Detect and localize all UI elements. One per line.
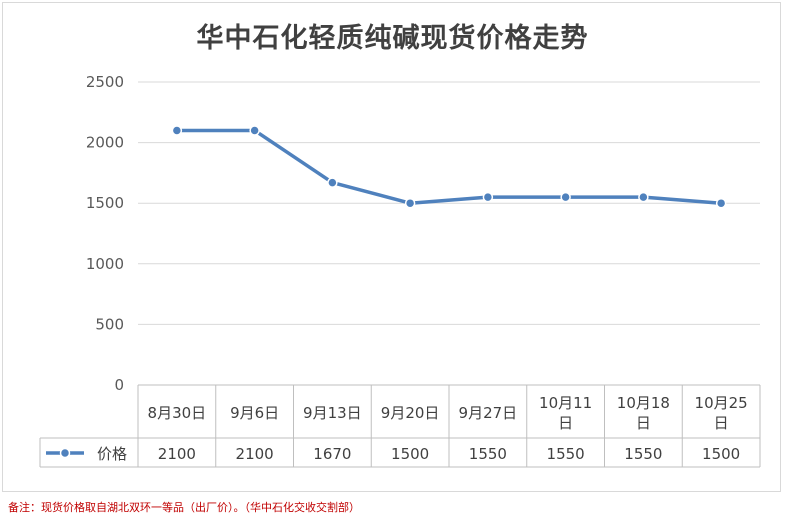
table-value: 1500 [391,445,429,463]
data-point [638,191,649,203]
data-point [171,125,183,136]
table-value: 1550 [469,445,507,463]
x-tick-label: 9月20日 [381,404,440,422]
y-tick-label: 1000 [86,255,124,273]
chart-title: 华中石化轻质纯碱现货价格走势 [196,23,589,54]
y-tick-label: 0 [114,376,124,394]
table-value: 2100 [236,445,274,463]
chart-frame [2,2,781,492]
table-value: 1550 [624,445,662,463]
x-tick-label: 9月27日 [459,404,518,422]
data-point [327,177,338,188]
x-tick-label: 10月18 [617,394,670,412]
legend-marker [59,447,71,459]
x-tick-label: 日 [636,414,651,432]
x-tick-label: 8月30日 [148,404,207,422]
data-point [482,191,494,203]
y-tick-label: 1500 [86,194,124,212]
data-point [249,125,260,136]
x-tick-label: 10月11 [539,394,592,412]
legend-label: 价格 [97,445,127,463]
table-value: 1500 [702,445,740,463]
y-tick-label: 500 [95,315,124,333]
data-point [560,191,571,203]
series-line-价格 [175,128,723,205]
x-tick-label: 9月13日 [303,404,362,422]
data-point [404,197,416,209]
footnote: 备注：现货价格取自湖北双环一等品（出厂价）。（华中石化交收交割部） [8,501,360,514]
table-value: 2100 [158,445,196,463]
y-tick-label: 2000 [86,134,124,152]
x-tick-label: 日 [558,414,573,432]
table-value: 1670 [313,445,351,463]
data-point [715,197,727,209]
table-value: 1550 [547,445,585,463]
y-tick-label: 2500 [86,73,124,91]
x-tick-label: 10月25 [695,394,748,412]
x-tick-label: 日 [714,414,729,432]
x-tick-label: 9月6日 [230,404,279,422]
